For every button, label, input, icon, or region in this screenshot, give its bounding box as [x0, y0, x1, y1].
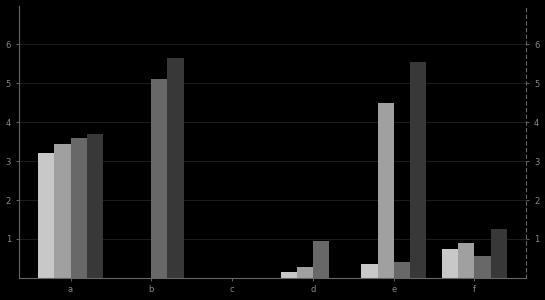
Bar: [442, 249, 458, 278]
Bar: [281, 272, 296, 278]
Bar: [490, 229, 507, 278]
Bar: [475, 256, 490, 278]
Bar: [54, 144, 70, 278]
Bar: [70, 138, 87, 278]
Bar: [378, 103, 393, 278]
Bar: [152, 80, 167, 278]
Bar: [313, 241, 329, 278]
Bar: [87, 134, 103, 278]
Bar: [361, 264, 378, 278]
Bar: [458, 243, 475, 278]
Bar: [410, 62, 426, 278]
Bar: [296, 267, 313, 278]
Bar: [393, 262, 410, 278]
Bar: [38, 153, 54, 278]
Bar: [167, 58, 184, 278]
